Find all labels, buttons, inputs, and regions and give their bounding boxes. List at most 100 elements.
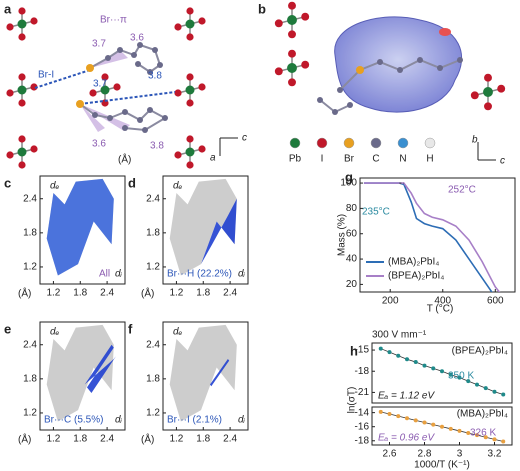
surface-points — [46, 324, 114, 422]
plot-frame — [39, 321, 126, 431]
plot-frame — [39, 175, 126, 285]
carbon-atom — [332, 109, 338, 115]
iodine-atom — [198, 145, 206, 153]
label: Br — [344, 154, 355, 165]
plot-frame — [162, 175, 249, 285]
label: 1.8 — [23, 227, 37, 238]
iodine-atom — [186, 99, 194, 107]
lead-atom — [17, 19, 27, 29]
label: 400 — [434, 296, 451, 307]
series-line — [363, 182, 501, 292]
label: 2.4 — [146, 339, 160, 350]
legend-atom — [316, 137, 328, 149]
iodine-atom — [186, 161, 194, 169]
label: 2.4 — [223, 288, 237, 299]
label: dᵢ — [238, 415, 246, 426]
label: Br···H (22.2%) — [167, 269, 232, 280]
lead-atom — [287, 63, 297, 73]
iodine-atom — [274, 67, 283, 76]
label: 20 — [346, 279, 358, 290]
iodine-atom — [288, 30, 296, 39]
carbon-atom — [117, 47, 123, 53]
panel-letter: e — [4, 321, 11, 336]
panel-letter: d — [128, 175, 136, 190]
iodine-atom — [30, 83, 38, 91]
data-point — [431, 366, 436, 371]
label: 2.4 — [223, 434, 237, 445]
label: 1.2 — [23, 262, 37, 273]
iodine-atom — [30, 145, 38, 153]
carbon-atom — [337, 87, 343, 93]
label: Br···π — [100, 15, 127, 26]
label: dᵢ — [115, 269, 123, 280]
data-point — [501, 392, 506, 397]
label: 2.6 — [383, 449, 397, 460]
data-point — [457, 375, 462, 380]
data-point — [422, 363, 427, 368]
data-point — [405, 416, 409, 421]
carbon-atom — [147, 69, 153, 75]
iodine-atom — [288, 1, 296, 10]
carbon-atom — [135, 61, 141, 67]
data-point — [378, 346, 383, 351]
carbon-atom — [122, 109, 128, 115]
data-point — [483, 386, 488, 391]
label: Pb — [289, 154, 302, 165]
iodine-atom — [186, 33, 194, 41]
carbon-atom — [137, 117, 143, 123]
label: All — [99, 269, 110, 280]
panel-letter: g — [345, 169, 353, 184]
iodine-atom — [18, 7, 26, 15]
label: 40 — [346, 254, 358, 265]
label: (Å) — [141, 433, 154, 446]
label: 2.4 — [23, 193, 37, 204]
data-point — [413, 360, 418, 365]
iodine-atom — [18, 135, 26, 143]
label: dᵢ — [238, 269, 246, 280]
label: 1.8 — [146, 227, 160, 238]
data-point — [378, 409, 383, 414]
carbon-atom — [147, 107, 153, 113]
label: 1.8 — [23, 373, 37, 384]
label: 80 — [346, 203, 358, 214]
iodine-atom — [18, 33, 26, 41]
label: 3.8 — [150, 141, 164, 152]
label: Mass (%) — [337, 214, 348, 256]
label: N — [399, 154, 406, 165]
carbon-atom — [92, 112, 98, 118]
data-point — [440, 369, 444, 374]
label: (MBA)₂PbI₄ — [457, 409, 508, 420]
label: 1.2 — [146, 408, 160, 419]
iodine-atom — [6, 23, 14, 31]
label: T (°C) — [427, 304, 454, 315]
label: 2.8 — [418, 449, 432, 460]
br-i-contact — [79, 91, 176, 105]
label: 60 — [346, 228, 358, 239]
label: 300 V mm⁻¹ — [372, 330, 427, 341]
panel-letter: b — [258, 1, 266, 16]
label: 1.2 — [46, 434, 60, 445]
iodine-atom — [18, 73, 26, 81]
label: 2.4 — [100, 434, 114, 445]
bromine-atom — [86, 64, 94, 72]
data-point — [475, 382, 479, 387]
highlight-points — [201, 198, 237, 265]
data-point — [396, 353, 401, 358]
data-point — [440, 424, 444, 429]
label: 1.2 — [169, 434, 183, 445]
iodine-atom — [198, 83, 206, 91]
label: ln(σT) — [347, 387, 358, 414]
label: 1.8 — [196, 434, 210, 445]
label: c — [242, 133, 247, 144]
data-point — [448, 372, 453, 377]
iodine-atom — [198, 17, 206, 25]
carbon-atom — [317, 97, 323, 103]
carbon-atom — [152, 47, 158, 53]
data-point — [501, 439, 506, 444]
label: -18 — [355, 366, 370, 377]
label: (Å) — [141, 287, 154, 300]
iodine-atom — [301, 60, 310, 69]
bromine-atom — [356, 66, 364, 74]
lead-atom — [185, 147, 195, 157]
iodine-atom — [174, 89, 182, 97]
